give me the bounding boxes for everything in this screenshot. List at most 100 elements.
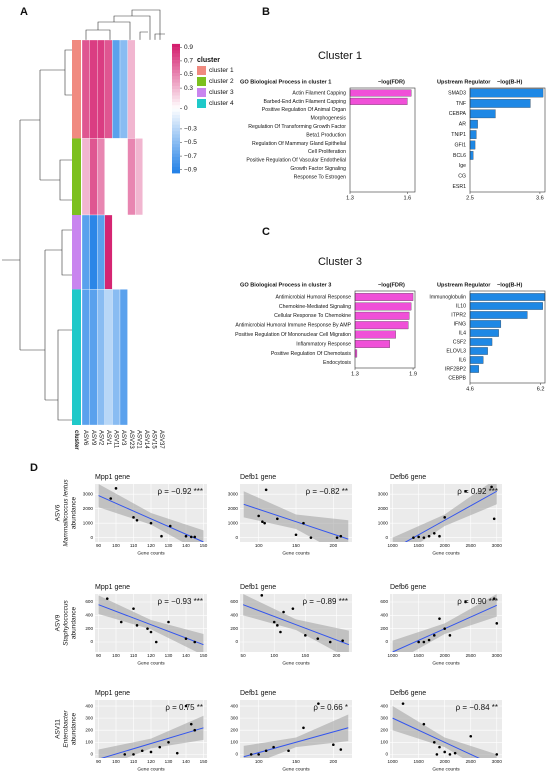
legend-label: cluster 2 bbox=[209, 78, 234, 85]
plot-title: Mpp1 gene bbox=[95, 584, 130, 591]
colorbar-segment bbox=[172, 98, 180, 103]
confidence-band bbox=[243, 714, 349, 758]
colorbar-segment bbox=[172, 127, 180, 132]
plot-title: Defb6 gene bbox=[390, 584, 426, 591]
bar bbox=[349, 89, 412, 97]
y-tick-label: 100 bbox=[85, 740, 93, 745]
x-tick-label: 200 bbox=[333, 653, 341, 658]
point bbox=[432, 634, 436, 637]
category-label: Antimicrobial Humoral Response bbox=[275, 294, 351, 300]
y-tick-label: 1000 bbox=[83, 520, 94, 525]
x-tick-label: 2000 bbox=[440, 543, 451, 548]
annotation: ρ = 0.75 ** bbox=[165, 703, 203, 712]
x-tick-label: 2000 bbox=[440, 653, 451, 658]
point bbox=[302, 521, 305, 525]
x-tick-label: 90 bbox=[96, 653, 102, 658]
category-label: Immunoglobulin bbox=[429, 294, 466, 300]
legend-swatch bbox=[197, 77, 206, 86]
heatmap-cell bbox=[119, 39, 128, 139]
point bbox=[443, 627, 446, 630]
colorbar-segment bbox=[172, 150, 180, 155]
heatmap-cell bbox=[112, 289, 121, 426]
heatmap-cell bbox=[81, 138, 90, 216]
x-axis-title: Gene counts bbox=[432, 550, 460, 556]
point bbox=[435, 753, 439, 756]
point bbox=[105, 597, 109, 600]
column-label: ASV14 bbox=[143, 430, 149, 449]
plot-area bbox=[243, 488, 349, 542]
colorbar-segment bbox=[172, 140, 180, 145]
cluster-bar bbox=[72, 289, 81, 425]
y-tick-label: 2000 bbox=[228, 506, 239, 511]
x-tick-label: 140 bbox=[182, 759, 190, 764]
y-tick-label: 300 bbox=[230, 715, 238, 720]
category-label: TNF bbox=[456, 101, 466, 107]
point bbox=[401, 702, 405, 705]
panel-label: B bbox=[262, 6, 270, 18]
point bbox=[132, 516, 135, 519]
colorbar-segment bbox=[172, 56, 180, 61]
column-label: ASV37 bbox=[158, 430, 164, 449]
point bbox=[453, 751, 457, 755]
bar-chart-title: GO Biological Process in cluster 1 bbox=[240, 79, 331, 85]
heatmap-cell bbox=[97, 289, 105, 426]
y-tick-label: 3000 bbox=[83, 491, 94, 496]
bar bbox=[354, 293, 414, 301]
x-tick-label: 100 bbox=[112, 543, 120, 548]
value-axis-title: −log(B-H) bbox=[497, 79, 522, 85]
bar bbox=[469, 311, 528, 319]
point bbox=[140, 749, 144, 753]
colorbar-segment bbox=[172, 118, 180, 122]
colorbar-segment bbox=[172, 79, 180, 83]
panel-label: D bbox=[30, 462, 38, 474]
point bbox=[261, 520, 264, 523]
category-label: Barbed-End Actin Filament Capping bbox=[264, 99, 347, 105]
y-tick-label: 600 bbox=[380, 599, 388, 604]
colorbar-segment bbox=[172, 134, 180, 138]
point bbox=[291, 607, 295, 610]
column-label: ASV11 bbox=[113, 430, 119, 449]
x-tick-label: 1000 bbox=[387, 759, 398, 764]
annotation: ρ = 0.90 *** bbox=[457, 597, 498, 606]
point bbox=[149, 750, 153, 754]
point bbox=[427, 638, 431, 642]
x-tick-label: 150 bbox=[200, 543, 208, 548]
y-tick-label: 2000 bbox=[378, 506, 389, 511]
point bbox=[443, 750, 446, 754]
point bbox=[339, 748, 343, 751]
bar bbox=[354, 302, 412, 311]
heatmap-cell bbox=[112, 138, 121, 216]
category-label: GFI1 bbox=[454, 142, 466, 148]
x-tick-label: 110 bbox=[130, 759, 138, 764]
x-tick-label: 140 bbox=[182, 653, 190, 658]
point bbox=[317, 702, 320, 705]
plot-title: Defb1 gene bbox=[240, 690, 276, 697]
y-tick-label: 400 bbox=[230, 703, 238, 708]
x-tick-label: 120 bbox=[147, 759, 155, 764]
bar bbox=[469, 320, 502, 328]
colorbar-tick-label: −0.9 bbox=[184, 166, 197, 173]
colorbar-segment bbox=[172, 153, 180, 158]
category-label: SMAD3 bbox=[448, 90, 466, 96]
bar bbox=[469, 338, 493, 346]
x-tick-label: 1.3 bbox=[351, 371, 359, 377]
point bbox=[272, 745, 275, 749]
x-tick-label: 2000 bbox=[440, 759, 451, 764]
x-tick-label: 3000 bbox=[492, 653, 503, 658]
x-tick-label: 100 bbox=[112, 759, 120, 764]
x-tick-label: 90 bbox=[96, 759, 102, 764]
heatmap-cell bbox=[104, 289, 113, 426]
point bbox=[304, 634, 307, 637]
y-tick-label: 2000 bbox=[83, 506, 94, 511]
y-tick-label: 600 bbox=[85, 599, 93, 604]
fit-line bbox=[404, 490, 498, 542]
column-label: ASV1 bbox=[105, 430, 111, 446]
heatmap-cell bbox=[81, 289, 90, 426]
x-tick-label: 120 bbox=[147, 653, 155, 658]
fit-line bbox=[100, 727, 204, 758]
category-label: IFNG bbox=[454, 321, 466, 327]
column-label: cluster bbox=[73, 430, 79, 450]
x-axis-title: Gene counts bbox=[137, 550, 165, 556]
colorbar-segment bbox=[172, 82, 180, 87]
colorbar-segment bbox=[172, 105, 180, 109]
